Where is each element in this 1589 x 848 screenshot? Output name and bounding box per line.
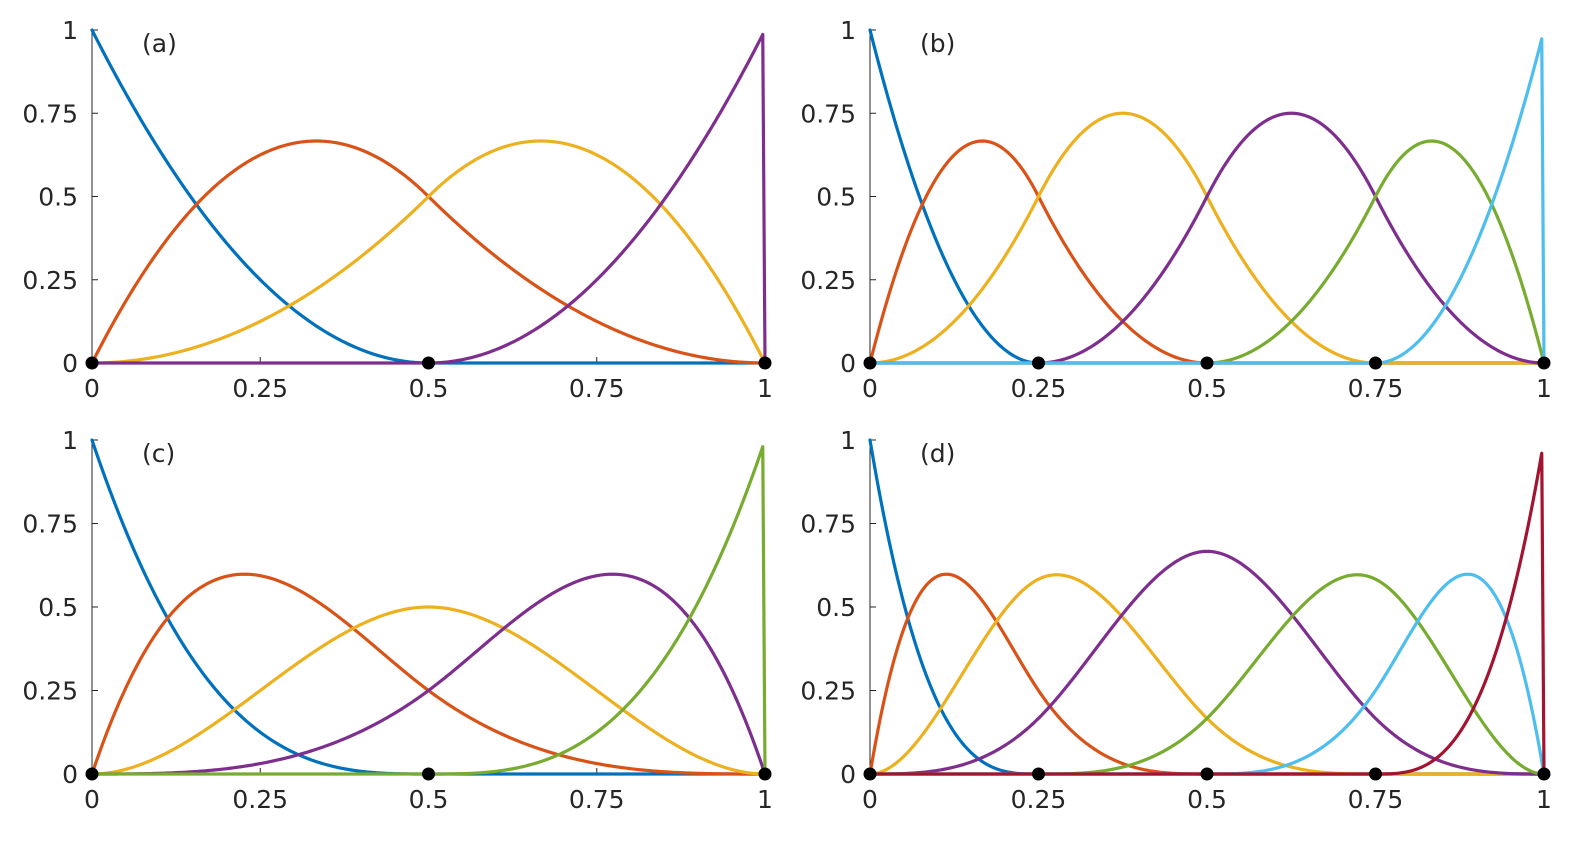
y-tick-label: 1 [62,426,78,455]
x-tick-label: 0.75 [569,785,625,814]
basis-curve-3 [868,573,1546,776]
x-tick-label: 0 [84,785,100,814]
panel-label: (b) [920,29,955,58]
y-tick-label: 0.5 [38,593,78,622]
x-tick-label: 0.5 [409,785,449,814]
panel-label: (c) [142,439,175,468]
panel-d: 0 0.25 0.5 0.75 1 0 0.25 0.5 0.75 1 (d) [800,426,1552,814]
x-tick-label: 1 [1536,374,1552,403]
x-tick-label: 0.25 [1011,785,1067,814]
knot-marker [863,767,877,781]
y-tick-label: 0.75 [22,510,78,539]
y-tick-label: 0 [62,760,78,789]
x-tick-label: 1 [1536,785,1552,814]
x-tick-label: 0.25 [232,785,288,814]
y-tick-label: 0.5 [38,183,78,212]
y-tick-label: 0.75 [800,99,856,128]
y-tick-label: 0 [840,349,856,378]
basis-curve-4 [90,572,767,776]
knot-marker [863,356,877,370]
knot-marker [758,767,772,781]
y-tick-label: 0.25 [22,677,78,706]
y-tick-label: 0.5 [816,183,856,212]
knot-marker [1369,767,1382,781]
panel-b: 0 0.25 0.5 0.75 1 0 0.25 0.5 0.75 1 (b) [800,16,1552,403]
y-tick-label: 1 [840,16,856,45]
x-tick-label: 0 [862,785,878,814]
y-tick-label: 1 [840,426,856,455]
y-tick-label: 0.75 [22,99,78,128]
knot-marker [1537,356,1551,370]
basis-curve-4 [868,111,1546,365]
x-tick-label: 0 [862,374,878,403]
knot-marker [422,767,435,781]
y-tick-label: 0 [840,760,856,789]
basis-curve-2 [868,572,1546,776]
knot-marker [1200,356,1214,370]
knot-marker [1369,356,1382,370]
x-tick-label: 1 [757,374,773,403]
x-tick-label: 0.25 [1011,374,1067,403]
x-tick-label: 0.75 [569,374,625,403]
y-tick-label: 0.25 [800,677,856,706]
y-tick-label: 0.5 [816,593,856,622]
basis-curve-3 [90,139,767,365]
x-tick-label: 0.75 [1348,785,1404,814]
basis-curve-7 [868,451,1546,776]
x-tick-label: 0.5 [1187,374,1227,403]
knot-marker [1200,767,1214,781]
x-tick-label: 1 [757,785,773,814]
x-tick-label: 0.5 [409,374,449,403]
x-tick-label: 0.5 [1187,785,1227,814]
panel-c: 0 0.25 0.5 0.75 1 0 0.25 0.5 0.75 1 (c) [22,426,773,814]
basis-curve-5 [868,573,1546,776]
x-tick-label: 0.25 [232,374,288,403]
y-tick-label: 0.25 [800,266,856,295]
x-tick-label: 0.75 [1348,374,1404,403]
knot-marker [1537,767,1551,781]
basis-curve-2 [90,572,767,776]
knot-marker [85,767,99,781]
basis-curve-5 [90,445,767,776]
basis-curve-1 [868,438,1546,776]
knot-marker [1032,356,1045,370]
panel-label: (d) [920,439,955,468]
panel-a: 0 0.25 0.5 0.75 1 0 0.25 0.5 0.75 1 (a) [22,16,773,403]
basis-curve-2 [90,139,767,365]
basis-curve-3 [868,111,1546,365]
basis-curve-3 [90,605,767,776]
basis-curve-6 [868,572,1546,776]
y-tick-label: 1 [62,16,78,45]
y-tick-label: 0 [62,349,78,378]
knot-marker [758,356,772,370]
y-tick-label: 0.75 [800,510,856,539]
knot-marker [1032,767,1045,781]
y-tick-label: 0.25 [22,266,78,295]
panel-label: (a) [142,29,177,58]
knot-marker [422,356,435,370]
basis-curve-6 [868,37,1546,365]
x-tick-label: 0 [84,374,100,403]
knot-marker [85,356,99,370]
basis-curve-4 [868,549,1546,776]
basis-curve-2 [868,139,1546,365]
basis-curve-5 [868,139,1546,365]
